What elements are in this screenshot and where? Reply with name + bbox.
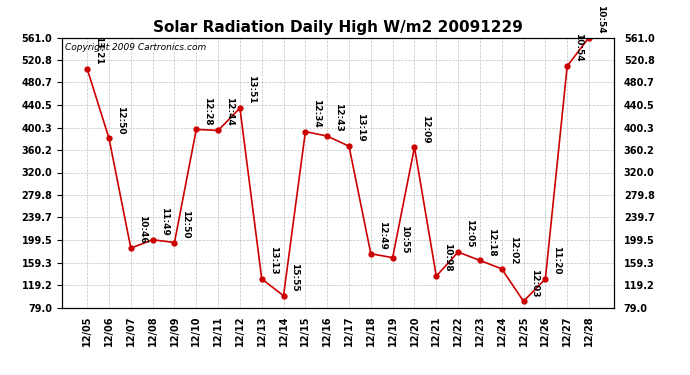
Text: 10:54: 10:54 — [574, 33, 583, 62]
Text: 12:28: 12:28 — [204, 97, 213, 125]
Text: 12:50: 12:50 — [181, 210, 190, 238]
Text: 10:54: 10:54 — [596, 5, 605, 33]
Text: 12:09: 12:09 — [422, 114, 431, 143]
Text: 15:55: 15:55 — [290, 263, 299, 292]
Text: 10:98: 10:98 — [443, 243, 452, 272]
Text: 10:55: 10:55 — [400, 225, 408, 254]
Text: 13:19: 13:19 — [356, 113, 365, 142]
Text: 12:34: 12:34 — [313, 99, 322, 128]
Text: 13:13: 13:13 — [268, 246, 277, 275]
Text: 11:20: 11:20 — [552, 246, 562, 275]
Text: Copyright 2009 Cartronics.com: Copyright 2009 Cartronics.com — [65, 43, 206, 52]
Text: 13:51: 13:51 — [247, 75, 256, 104]
Text: 12:49: 12:49 — [377, 220, 387, 249]
Text: 12:44: 12:44 — [225, 98, 234, 126]
Text: 12:43: 12:43 — [334, 103, 343, 132]
Text: 11:49: 11:49 — [159, 207, 168, 236]
Text: 12:03: 12:03 — [531, 268, 540, 297]
Text: 12:02: 12:02 — [509, 236, 518, 265]
Text: 10:46: 10:46 — [138, 215, 147, 244]
Text: 12:50: 12:50 — [116, 106, 125, 134]
Text: 12:05: 12:05 — [465, 219, 474, 248]
Text: 13:21: 13:21 — [94, 36, 103, 65]
Title: Solar Radiation Daily High W/m2 20091229: Solar Radiation Daily High W/m2 20091229 — [153, 20, 523, 35]
Text: 12:18: 12:18 — [487, 228, 496, 256]
